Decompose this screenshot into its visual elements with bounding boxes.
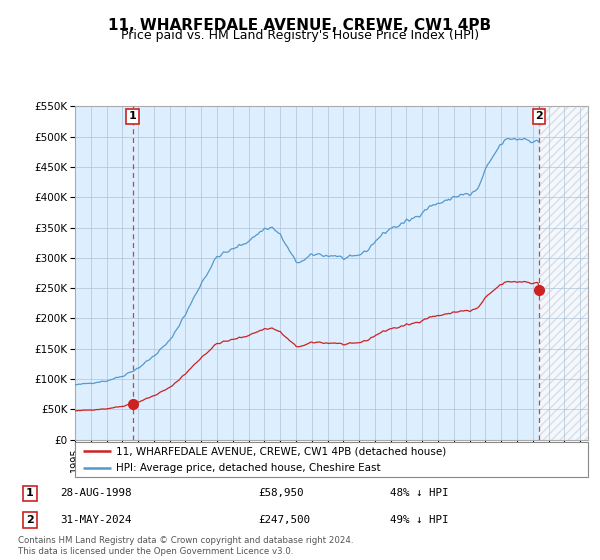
Text: 31-MAY-2024: 31-MAY-2024: [60, 515, 131, 525]
Text: 48% ↓ HPI: 48% ↓ HPI: [390, 488, 449, 498]
Text: 11, WHARFEDALE AVENUE, CREWE, CW1 4PB (detached house): 11, WHARFEDALE AVENUE, CREWE, CW1 4PB (d…: [116, 446, 446, 456]
Text: Price paid vs. HM Land Registry's House Price Index (HPI): Price paid vs. HM Land Registry's House …: [121, 29, 479, 42]
Text: 1: 1: [26, 488, 34, 498]
FancyBboxPatch shape: [75, 442, 588, 477]
Text: Contains HM Land Registry data © Crown copyright and database right 2024.
This d: Contains HM Land Registry data © Crown c…: [18, 536, 353, 556]
Text: 2: 2: [26, 515, 34, 525]
Text: £58,950: £58,950: [258, 488, 304, 498]
Text: 2: 2: [535, 111, 543, 122]
Text: 28-AUG-1998: 28-AUG-1998: [60, 488, 131, 498]
Text: HPI: Average price, detached house, Cheshire East: HPI: Average price, detached house, Ches…: [116, 464, 380, 473]
Text: 1: 1: [129, 111, 136, 122]
Text: 49% ↓ HPI: 49% ↓ HPI: [390, 515, 449, 525]
Text: £247,500: £247,500: [258, 515, 310, 525]
Text: 11, WHARFEDALE AVENUE, CREWE, CW1 4PB: 11, WHARFEDALE AVENUE, CREWE, CW1 4PB: [109, 18, 491, 33]
